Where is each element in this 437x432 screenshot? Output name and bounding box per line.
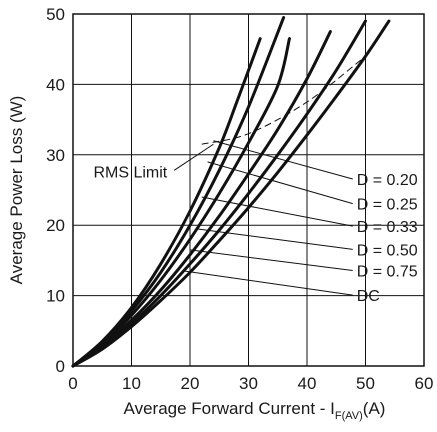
x-axis-title-main: Average Forward Current - I [124, 399, 335, 418]
series-curve-dc [71, 19, 391, 368]
annotation-leader [213, 140, 353, 180]
rms-limit-label: RMS Limit [93, 164, 167, 181]
annotation-label: D = 0.75 [357, 263, 418, 280]
annotation-leader [184, 270, 353, 296]
x-tick-label: 40 [298, 374, 317, 393]
x-tick-label: 60 [415, 374, 434, 393]
annotation-leader [195, 228, 353, 250]
series-curve-d-0-25 [71, 16, 286, 368]
series-curve-d-0-50 [71, 30, 332, 368]
y-tick-label: 0 [56, 357, 65, 376]
annotation-group: D = 0.20 D = 0.25 D = 0.33 D = 0.50 D = 0.75… [184, 140, 418, 305]
annotation-label: D = 0.50 [357, 242, 418, 259]
x-axis-title: Average Forward Current - IF(AV)(A) [124, 399, 386, 422]
plot-frame [72, 13, 425, 367]
series-curve-d-0-33 [71, 37, 291, 368]
annotation-label: DC [357, 288, 380, 305]
annotation-label: D = 0.20 [357, 172, 418, 189]
rms-limit-curve-group [173, 55, 366, 171]
y-tick-label: 10 [46, 287, 65, 306]
x-axis-title-subscript: F(AV) [335, 410, 363, 422]
x-axis-title-unit: (A) [363, 399, 386, 418]
y-axis-title: Average Power Loss (W) [7, 96, 26, 285]
tick-labels: 0 10 20 30 40 50 60 0 10 20 30 40 50 [46, 5, 433, 393]
series-curve-d-0-20 [71, 37, 262, 368]
x-tick-label: 20 [181, 374, 200, 393]
y-tick-label: 50 [46, 5, 65, 24]
x-tick-label: 30 [239, 374, 258, 393]
series-curve-d-0-75 [71, 19, 367, 368]
y-tick-label: 40 [46, 75, 65, 94]
series-group [71, 16, 391, 368]
x-tick-label: 50 [356, 374, 375, 393]
grid [72, 13, 425, 367]
x-tick-label: 10 [122, 374, 141, 393]
annotation-leader [201, 196, 353, 227]
y-tick-label: 20 [46, 216, 65, 235]
annotation-leader [189, 249, 353, 271]
annotation-label: D = 0.33 [357, 219, 418, 236]
annotation-label: D = 0.25 [357, 197, 418, 214]
rms-limit-leader [173, 143, 214, 171]
annotation-leader [207, 161, 353, 205]
y-tick-label: 30 [46, 146, 65, 165]
x-tick-label: 0 [68, 374, 77, 393]
